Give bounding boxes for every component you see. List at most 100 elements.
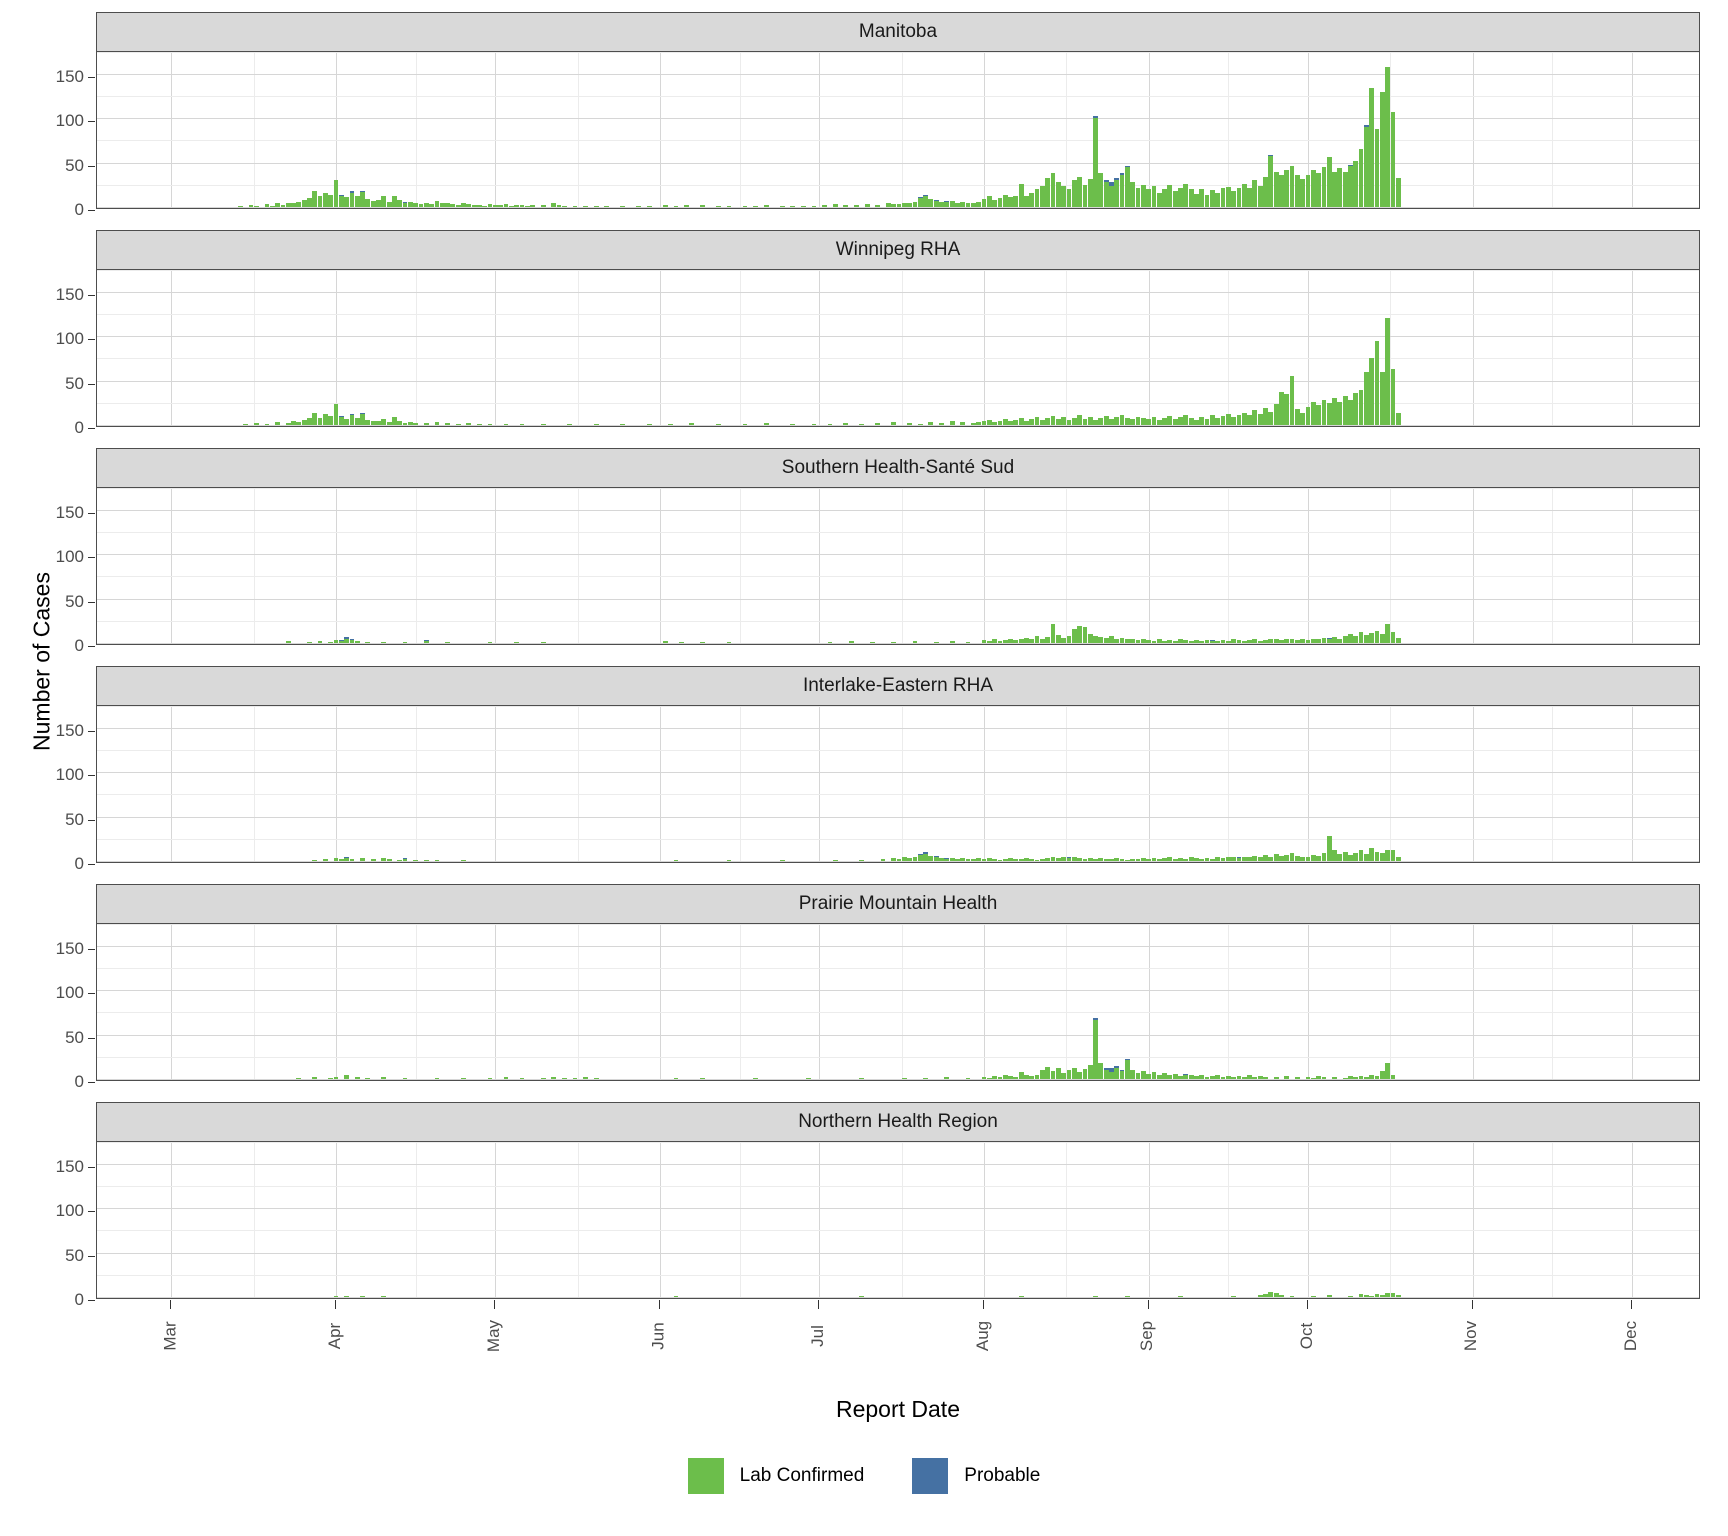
bar-lab-confirmed <box>1247 857 1252 861</box>
bar-lab-confirmed <box>1188 857 1194 861</box>
major-gridline <box>171 1142 173 1298</box>
bar-lab-confirmed <box>1188 641 1194 643</box>
minor-gridline <box>415 488 417 644</box>
major-gridline <box>97 861 1699 862</box>
y-tick-mark <box>88 1037 95 1039</box>
bar-lab-confirmed <box>1061 417 1067 425</box>
major-gridline <box>97 598 1699 600</box>
bar-lab-confirmed <box>1289 853 1295 861</box>
bar-lab-confirmed <box>859 1078 865 1079</box>
bar-lab-confirmed <box>381 642 387 643</box>
bar-lab-confirmed <box>1215 417 1221 425</box>
bar-lab-confirmed <box>875 423 881 425</box>
major-gridline <box>495 488 497 644</box>
minor-gridline <box>97 184 1699 186</box>
bar-lab-confirmed <box>923 196 928 207</box>
bar-probable <box>349 191 355 193</box>
major-gridline <box>819 488 821 644</box>
bar-lab-confirmed <box>1146 1073 1152 1079</box>
bar-lab-confirmed <box>1024 1075 1029 1079</box>
bar-lab-confirmed <box>1093 1020 1098 1079</box>
bar-lab-confirmed <box>907 423 913 425</box>
bar-lab-confirmed <box>1310 1078 1316 1079</box>
facet-plot-area <box>96 1141 1700 1299</box>
facet-plot-area <box>96 51 1700 209</box>
bar-lab-confirmed <box>461 203 466 207</box>
bar-lab-confirmed <box>790 424 796 425</box>
bar-lab-confirmed <box>333 640 339 643</box>
bar-probable <box>1119 1070 1125 1071</box>
bar-lab-confirmed <box>1002 194 1008 207</box>
bar-lab-confirmed <box>1077 1071 1082 1079</box>
bar-lab-confirmed <box>1156 192 1162 207</box>
bar-lab-confirmed <box>285 202 291 207</box>
bar-probable <box>923 852 928 854</box>
bar-lab-confirmed <box>434 200 440 207</box>
bar-lab-confirmed <box>397 199 403 207</box>
bar-lab-confirmed <box>1231 191 1237 207</box>
bar-lab-confirmed <box>1055 1068 1061 1079</box>
bar-lab-confirmed <box>561 1078 567 1079</box>
bar-lab-confirmed <box>1273 403 1279 425</box>
minor-gridline <box>1390 270 1392 426</box>
bar-lab-confirmed <box>960 422 966 425</box>
bar-lab-confirmed <box>1342 852 1348 861</box>
bar-lab-confirmed <box>445 423 450 425</box>
bar-lab-confirmed <box>1013 195 1019 207</box>
bar-lab-confirmed <box>1395 1295 1401 1297</box>
bar-lab-confirmed <box>1300 639 1306 643</box>
bar-lab-confirmed <box>716 424 721 425</box>
bar-lab-confirmed <box>1071 857 1077 861</box>
bar-lab-confirmed <box>291 203 296 207</box>
bar-lab-confirmed <box>461 1078 466 1079</box>
bar-lab-confirmed <box>349 640 355 643</box>
major-gridline <box>1148 52 1150 208</box>
bar-lab-confirmed <box>673 206 679 207</box>
bar-lab-confirmed <box>827 642 833 643</box>
bar-lab-confirmed <box>1279 175 1284 207</box>
bar-lab-confirmed <box>779 206 785 207</box>
bar-probable <box>1103 1068 1109 1071</box>
bar-lab-confirmed <box>832 860 838 861</box>
bar-lab-confirmed <box>1082 184 1088 207</box>
bar-lab-confirmed <box>1294 855 1300 861</box>
bar-lab-confirmed <box>1087 858 1093 861</box>
bar-lab-confirmed <box>1263 1294 1268 1297</box>
x-tick-label: Aug <box>973 1320 992 1352</box>
x-tick-mark <box>494 1300 496 1309</box>
bar-lab-confirmed <box>806 1078 812 1079</box>
bar-lab-confirmed <box>1002 859 1008 861</box>
bar-lab-confirmed <box>567 424 573 425</box>
bar-lab-confirmed <box>1119 175 1125 207</box>
bar-lab-confirmed <box>1342 395 1348 425</box>
bar-lab-confirmed <box>1124 167 1130 207</box>
bar-lab-confirmed <box>1247 415 1252 425</box>
bar-lab-confirmed <box>801 206 806 207</box>
y-tick-label: 100 <box>55 547 84 567</box>
major-gridline <box>97 73 1699 75</box>
legend-item-lab-confirmed: Lab Confirmed <box>687 1458 864 1494</box>
bar-lab-confirmed <box>1178 187 1183 207</box>
bar-lab-confirmed <box>885 203 891 207</box>
bar-lab-confirmed <box>1273 853 1279 861</box>
bar-lab-confirmed <box>402 642 408 643</box>
bar-lab-confirmed <box>1050 173 1056 207</box>
bar-lab-confirmed <box>1130 859 1136 861</box>
bar-lab-confirmed <box>1066 635 1072 643</box>
bar-lab-confirmed <box>349 859 355 861</box>
bar-lab-confirmed <box>1199 641 1205 643</box>
bar-lab-confirmed <box>1204 1077 1210 1079</box>
facet-plot-area <box>96 487 1700 645</box>
bar-lab-confirmed <box>1294 175 1300 207</box>
x-tick-label: Jul <box>808 1325 828 1347</box>
y-tick-label: 50 <box>65 591 84 611</box>
bar-lab-confirmed <box>423 423 429 425</box>
major-gridline <box>97 1208 1699 1210</box>
major-gridline <box>1632 1142 1633 1298</box>
bar-lab-confirmed <box>1337 638 1343 643</box>
bar-lab-confirmed <box>1024 196 1029 207</box>
bar-probable <box>917 853 923 855</box>
x-tick-label: Dec <box>1620 1320 1640 1352</box>
major-gridline <box>819 924 821 1080</box>
bar-lab-confirmed <box>986 196 992 207</box>
